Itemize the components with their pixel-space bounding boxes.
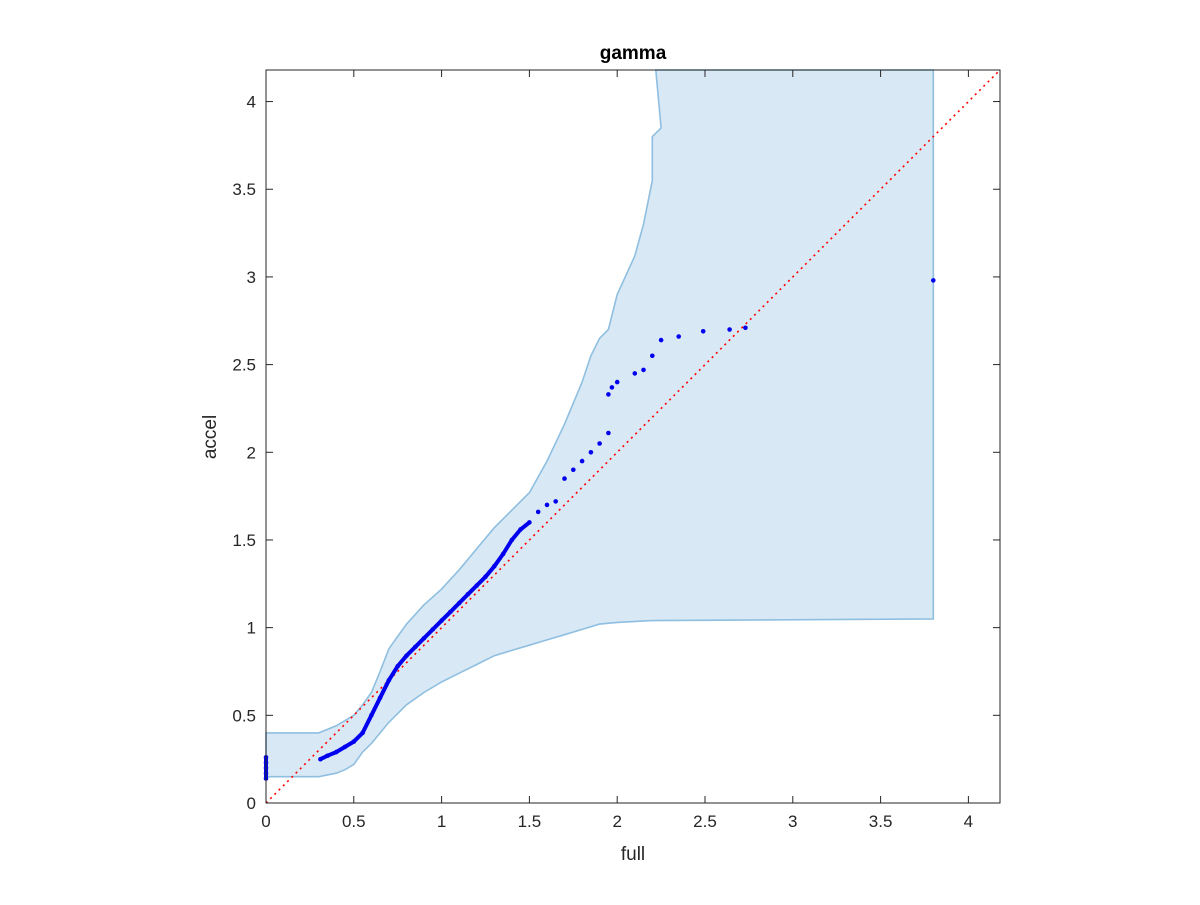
data-point <box>562 476 567 481</box>
x-tick-label: 4 <box>964 812 973 831</box>
data-point <box>609 385 615 390</box>
data-point <box>700 329 706 334</box>
data-point <box>931 278 936 283</box>
y-tick-label: 2 <box>247 443 256 462</box>
y-tick-label: 4 <box>247 93 256 112</box>
confidence-band <box>265 69 935 778</box>
x-tick-label: 2.5 <box>693 812 717 831</box>
data-point <box>727 327 732 332</box>
y-tick-label: 3.5 <box>232 180 256 199</box>
data-point <box>606 430 611 436</box>
data-point <box>535 509 541 515</box>
x-tick-label: 1.5 <box>518 812 542 831</box>
data-point <box>571 467 576 473</box>
data-point <box>650 353 655 359</box>
x-tick-label: 2 <box>612 812 621 831</box>
y-tick-label: 1.5 <box>232 531 256 550</box>
data-point <box>658 337 664 343</box>
data-point <box>553 499 558 504</box>
y-tick-label: 3 <box>247 268 256 287</box>
data-point <box>544 502 550 508</box>
y-tick-label: 2.5 <box>232 356 256 375</box>
chart-title: gamma <box>600 43 667 64</box>
data-point <box>588 450 594 455</box>
reference-line <box>265 69 1001 804</box>
x-tick-label: 0.5 <box>342 812 366 831</box>
x-tick-label: 1 <box>437 812 446 831</box>
data-point <box>597 441 602 446</box>
data-point <box>743 325 748 331</box>
confidence-band-layer <box>265 69 935 778</box>
data-point <box>676 334 681 339</box>
y-axis-label: accel <box>200 415 221 459</box>
data-points-layer <box>263 278 936 781</box>
dense-points-trace <box>319 520 531 761</box>
plot-frame <box>265 69 1001 804</box>
reference-line-layer <box>265 69 1001 804</box>
x-tick-label: 0 <box>261 812 270 831</box>
y-tick-label: 0 <box>247 794 256 813</box>
data-point <box>641 367 646 373</box>
axes-frame: 0 0.5 1 1.5 2 2.5 3 3.5 4 0 0.5 1 1.5 2 2.5 3 3.5 4 <box>232 69 1001 831</box>
data-point <box>579 458 585 464</box>
data-point <box>606 392 611 397</box>
x-tick-label: 3.5 <box>869 812 893 831</box>
x-tick-label: 3 <box>788 812 797 831</box>
data-point <box>632 371 638 376</box>
data-point <box>614 379 620 385</box>
x-axis-label: full <box>621 844 645 865</box>
y-tick-label: 1 <box>247 619 256 638</box>
y-tick-label: 0.5 <box>232 706 256 725</box>
